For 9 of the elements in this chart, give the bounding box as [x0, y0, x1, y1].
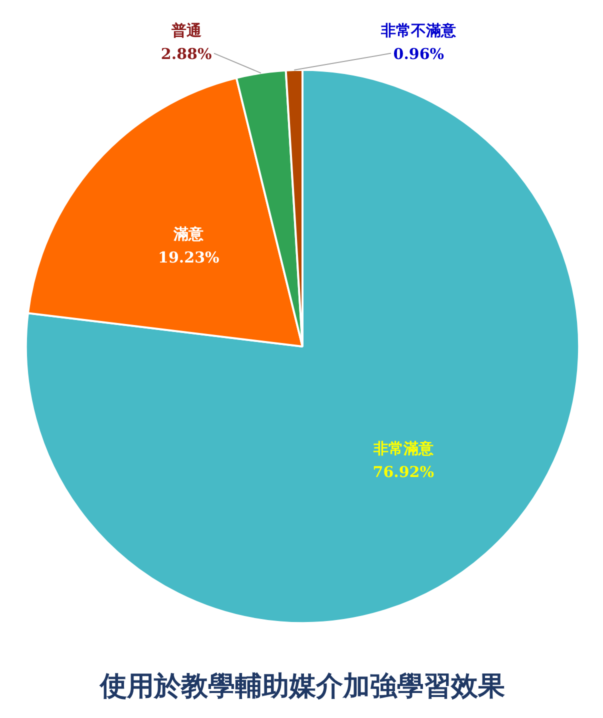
slice-label: 滿意	[172, 224, 205, 243]
data-label: 2.88%	[160, 44, 212, 63]
data-label: 19.23%	[158, 248, 220, 266]
slice-label: 非常滿意	[372, 440, 434, 458]
slice-label: 非常不滿意	[380, 22, 458, 40]
data-label: 76.92%	[372, 463, 434, 482]
text: 使用於教學輔助媒介加強學習效果	[99, 671, 505, 702]
data-label: 0.96%	[393, 44, 444, 63]
slice-label: 普通	[170, 22, 202, 40]
